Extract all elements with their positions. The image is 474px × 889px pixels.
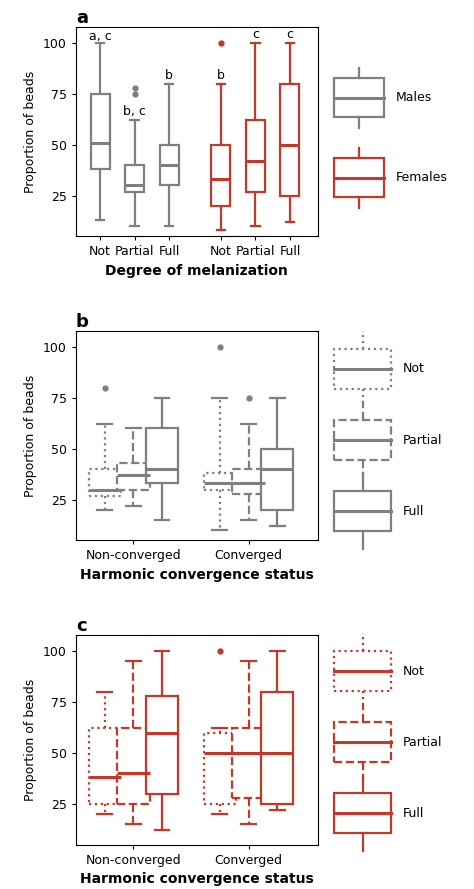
X-axis label: Harmonic convergence status: Harmonic convergence status: [80, 568, 314, 582]
Bar: [204, 733, 236, 804]
Bar: [125, 165, 144, 192]
Text: Partial: Partial: [402, 736, 442, 749]
Y-axis label: Proportion of beads: Proportion of beads: [24, 678, 37, 801]
Bar: [146, 696, 178, 794]
Bar: [261, 449, 293, 510]
Text: c: c: [286, 28, 293, 41]
Text: Not: Not: [402, 363, 424, 375]
Bar: [117, 463, 149, 490]
Text: Males: Males: [395, 92, 431, 104]
Bar: [246, 120, 265, 192]
Bar: [160, 145, 179, 186]
Text: b, c: b, c: [123, 105, 146, 118]
X-axis label: Harmonic convergence status: Harmonic convergence status: [80, 872, 314, 886]
Text: c: c: [252, 28, 259, 41]
Bar: [89, 728, 121, 804]
Y-axis label: Proportion of beads: Proportion of beads: [24, 70, 37, 193]
X-axis label: Degree of melanization: Degree of melanization: [105, 264, 288, 278]
Text: Partial: Partial: [402, 434, 442, 446]
Text: Females: Females: [395, 172, 447, 184]
Text: b: b: [76, 313, 89, 331]
Bar: [91, 94, 109, 169]
Y-axis label: Proportion of beads: Proportion of beads: [24, 374, 37, 497]
Bar: [232, 728, 264, 797]
Text: Not: Not: [402, 665, 424, 677]
Text: b: b: [165, 68, 173, 82]
Bar: [117, 728, 149, 804]
Bar: [204, 473, 236, 490]
Text: a: a: [76, 9, 88, 27]
Text: b: b: [217, 68, 225, 82]
Bar: [146, 428, 178, 484]
Bar: [89, 469, 121, 496]
Text: Full: Full: [402, 505, 424, 517]
Text: c: c: [76, 617, 86, 635]
Bar: [211, 145, 230, 206]
Text: a, c: a, c: [89, 30, 111, 43]
Bar: [281, 84, 300, 196]
Bar: [261, 692, 293, 804]
Text: Full: Full: [402, 807, 424, 820]
Bar: [232, 469, 264, 493]
